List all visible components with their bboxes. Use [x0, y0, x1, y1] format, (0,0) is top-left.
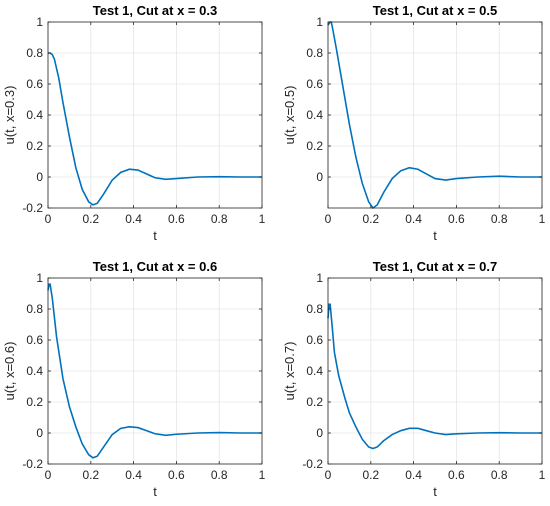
y-tick-label: 0.4 — [26, 108, 43, 122]
x-tick-label: 0.4 — [125, 212, 142, 226]
chart-title: Test 1, Cut at x = 0.6 — [93, 259, 217, 274]
series-line — [47, 283, 262, 459]
y-axis-label: u(t, x=0.7) — [282, 342, 297, 401]
x-tick-label: 0.6 — [448, 468, 465, 482]
y-tick-label: -0.2 — [22, 201, 43, 215]
y-tick-label: 0.4 — [306, 108, 323, 122]
chart-title: Test 1, Cut at x = 0.3 — [93, 3, 217, 18]
y-tick-label: 0.6 — [306, 77, 323, 91]
y-axis-label: u(t, x=0.3) — [2, 86, 17, 145]
y-tick-label: 1 — [36, 15, 43, 29]
y-tick-label: 0.6 — [306, 333, 323, 347]
y-tick-label: 0.8 — [26, 302, 43, 316]
y-tick-label: -0.2 — [22, 457, 43, 471]
x-tick-label: 0.4 — [405, 212, 422, 226]
series-line — [327, 303, 542, 450]
y-axis-label: u(t, x=0.5) — [282, 86, 297, 145]
y-tick-label: -0.2 — [302, 457, 323, 471]
x-tick-label: 0.8 — [491, 468, 508, 482]
x-tick-label: 0.2 — [362, 468, 379, 482]
x-tick-label: 0 — [325, 468, 332, 482]
x-axis-label: t — [153, 228, 157, 243]
y-tick-label: 0.2 — [26, 395, 43, 409]
y-axis-label: u(t, x=0.6) — [2, 342, 17, 401]
y-tick-label: 0.8 — [26, 46, 43, 60]
x-tick-label: 0.6 — [448, 212, 465, 226]
x-axis-label: t — [433, 484, 437, 499]
y-tick-label: 0.8 — [306, 46, 323, 60]
x-tick-label: 0.6 — [168, 212, 185, 226]
x-tick-label: 0.6 — [168, 468, 185, 482]
y-tick-label: 0.2 — [26, 139, 43, 153]
x-tick-label: 0.8 — [211, 468, 228, 482]
x-axis-label: t — [433, 228, 437, 243]
x-tick-label: 0.8 — [211, 212, 228, 226]
x-tick-label: 0.4 — [125, 468, 142, 482]
x-tick-label: 0 — [325, 212, 332, 226]
x-tick-label: 1 — [259, 468, 266, 482]
chart-title: Test 1, Cut at x = 0.5 — [373, 3, 497, 18]
x-tick-label: 0.2 — [82, 212, 99, 226]
x-tick-label: 0 — [45, 212, 52, 226]
y-tick-label: 0.2 — [306, 395, 323, 409]
y-tick-label: 0.8 — [306, 302, 323, 316]
x-tick-label: 1 — [539, 212, 546, 226]
y-tick-label: 0.2 — [306, 139, 323, 153]
chart-title: Test 1, Cut at x = 0.7 — [373, 259, 497, 274]
x-tick-label: 0.2 — [82, 468, 99, 482]
y-tick-label: 0 — [36, 170, 43, 184]
y-tick-label: 0 — [36, 426, 43, 440]
y-tick-label: 1 — [316, 15, 323, 29]
y-tick-label: 0.6 — [26, 77, 43, 91]
series-line — [48, 52, 262, 206]
x-tick-label: 0.8 — [491, 212, 508, 226]
y-tick-label: 0 — [316, 426, 323, 440]
y-tick-label: 0.4 — [26, 364, 43, 378]
series-line — [327, 21, 542, 210]
y-tick-label: 0 — [316, 170, 323, 184]
subplot-2: 0 0.2 0.4 0.6 0.8 1 0 0.2 0.4 0.6 0.8 1 Test 1, Cut … — [282, 3, 546, 243]
x-tick-label: 1 — [539, 468, 546, 482]
x-tick-label: 0.2 — [362, 212, 379, 226]
x-axis-label: t — [153, 484, 157, 499]
y-tick-label: 1 — [36, 271, 43, 285]
x-tick-label: 0 — [45, 468, 52, 482]
x-tick-label: 0.4 — [405, 468, 422, 482]
y-tick-label: 1 — [316, 271, 323, 285]
x-tick-label: 1 — [259, 212, 266, 226]
y-tick-label: 0.4 — [306, 364, 323, 378]
y-tick-label: 0.6 — [26, 333, 43, 347]
